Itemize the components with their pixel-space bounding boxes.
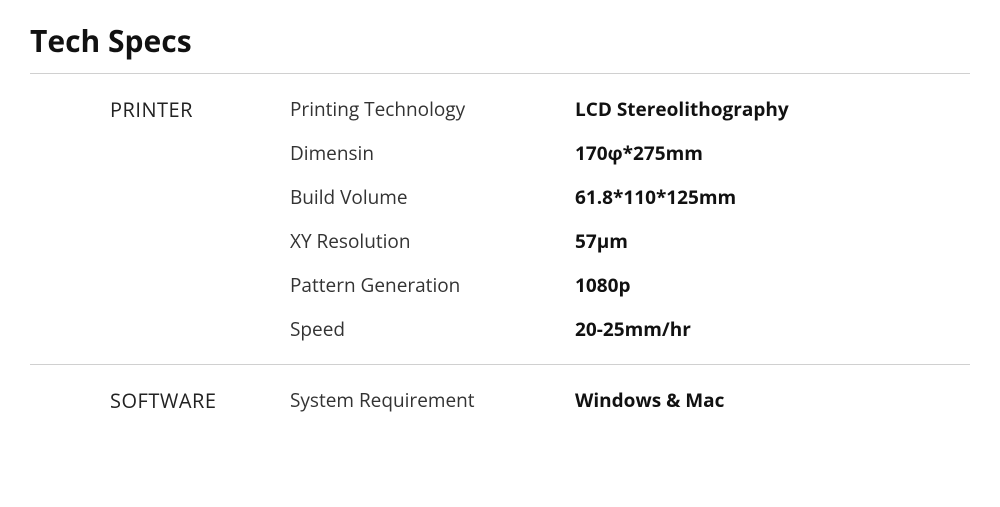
spec-value: 20-25mm/hr [575,316,691,342]
spec-label: Printing Technology [290,96,575,122]
spec-rows-printer: Printing Technology LCD Stereolithograph… [290,96,970,342]
spec-label: Speed [290,316,575,342]
spec-value: 61.8*110*125mm [575,184,736,210]
section-header-printer: PRINTER [30,96,290,342]
spec-value: LCD Stereolithography [575,96,789,122]
section-printer: PRINTER Printing Technology LCD Stereoli… [30,74,970,364]
spec-label: Pattern Generation [290,272,575,298]
spec-row: System Requirement Windows & Mac [290,387,970,413]
page-title: Tech Specs [30,20,970,61]
spec-rows-software: System Requirement Windows & Mac [290,387,970,414]
spec-value: Windows & Mac [575,387,724,413]
spec-row: XY Resolution 57μm [290,228,970,254]
spec-row: Speed 20-25mm/hr [290,316,970,342]
spec-label: Dimensin [290,140,575,166]
spec-label: Build Volume [290,184,575,210]
spec-value: 170φ*275mm [575,140,703,166]
spec-value: 57μm [575,228,628,254]
spec-row: Dimensin 170φ*275mm [290,140,970,166]
spec-row: Printing Technology LCD Stereolithograph… [290,96,970,122]
spec-label: System Requirement [290,387,575,413]
spec-label: XY Resolution [290,228,575,254]
spec-row: Pattern Generation 1080p [290,272,970,298]
spec-value: 1080p [575,272,630,298]
section-software: SOFTWARE System Requirement Windows & Ma… [30,365,970,436]
spec-row: Build Volume 61.8*110*125mm [290,184,970,210]
section-header-software: SOFTWARE [30,387,290,414]
